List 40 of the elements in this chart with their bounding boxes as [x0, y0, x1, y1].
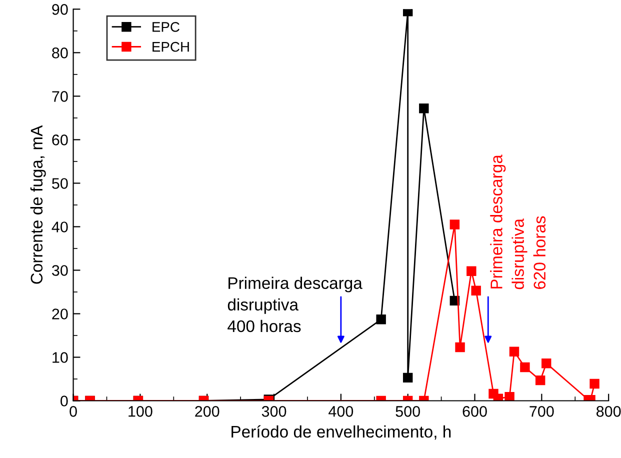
point — [402, 9, 413, 16]
y-tick-label: 50 — [52, 178, 68, 189]
y-tick-label: 80 — [52, 48, 68, 58]
x-tick-label: 800 — [596, 406, 621, 417]
point — [376, 314, 386, 324]
x-tick-label: 400 — [328, 406, 354, 417]
y-tick-label: 30 — [52, 265, 68, 276]
annotation: Primeira descarga disruptiva 400 horas — [228, 276, 362, 332]
y-tick-label: 0 — [60, 396, 68, 406]
point — [504, 392, 514, 401]
point — [471, 286, 481, 296]
point — [535, 375, 546, 386]
y-tick-label: 40 — [52, 222, 68, 232]
y-axis-title: Corrente de fuga, mA — [30, 125, 46, 284]
x-tick-label: 500 — [396, 406, 420, 417]
point — [509, 346, 520, 356]
point — [493, 394, 504, 401]
y-tick-label: 70 — [52, 91, 68, 102]
y-tick-label: 10 — [52, 352, 68, 363]
point — [541, 358, 552, 368]
x-tick-label: 0 — [70, 406, 77, 417]
y-tick-label: 60 — [52, 134, 68, 146]
y-tick-label: 20 — [52, 308, 68, 320]
x-tick-label: 200 — [195, 406, 220, 417]
point — [590, 378, 600, 389]
x-tick-label: 600 — [462, 406, 487, 417]
legend-label: EPC — [152, 22, 180, 32]
x-axis-title: Período de envelhecimento, h — [232, 425, 451, 440]
point — [402, 372, 413, 383]
x-tick-label: 100 — [128, 406, 152, 417]
point — [520, 362, 530, 372]
x-tick-label: 700 — [530, 406, 554, 417]
y-tick-label: 90 — [52, 4, 68, 15]
x-tick-label: 300 — [262, 406, 286, 417]
point — [466, 266, 476, 276]
annotation: Primeira descarga disruptiva 620 horas — [490, 154, 546, 290]
point — [455, 342, 465, 352]
point — [419, 104, 429, 114]
legend-label: EPCH — [152, 42, 189, 52]
point — [450, 220, 460, 230]
